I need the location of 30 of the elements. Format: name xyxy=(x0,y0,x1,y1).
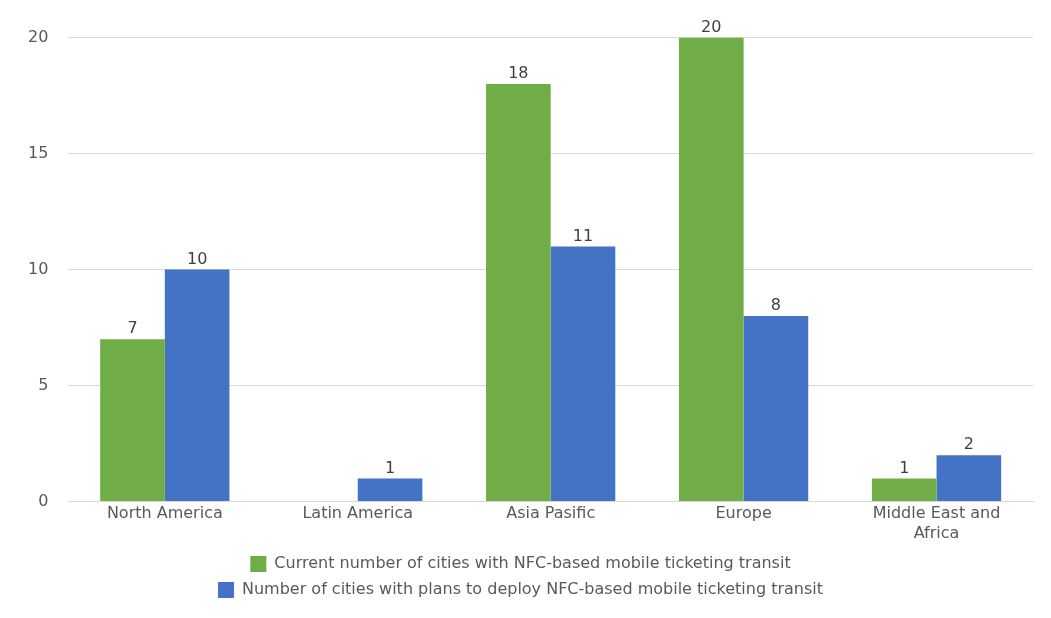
x-tick-label: Asia Pasific xyxy=(506,503,596,523)
data-label: 8 xyxy=(770,295,782,315)
bar xyxy=(550,246,616,502)
x-tick-label: Latin America xyxy=(302,503,414,523)
bar xyxy=(871,478,937,502)
bar xyxy=(100,339,165,502)
data-label: 10 xyxy=(186,248,208,268)
bar xyxy=(678,37,744,502)
bar xyxy=(164,269,230,502)
x-tick-label: Middle East and Africa xyxy=(872,503,1001,542)
legend-label: Number of cities with plans to deploy NFC-based mobile ticketing transit xyxy=(241,579,824,599)
y-tick-label: 20 xyxy=(28,26,49,46)
bar xyxy=(743,316,809,502)
data-label: 18 xyxy=(508,63,529,83)
data-label: 2 xyxy=(963,434,974,454)
x-tick-label: Europe xyxy=(715,503,772,523)
y-tick-label: 0 xyxy=(38,490,49,510)
bar xyxy=(486,84,551,502)
data-label: 20 xyxy=(701,16,722,36)
bar xyxy=(936,455,1002,502)
y-tick-label: 5 xyxy=(38,374,49,394)
y-tick-label: 10 xyxy=(28,258,49,278)
x-tick-label: North America xyxy=(106,503,223,523)
data-label: 11 xyxy=(572,225,594,245)
bar xyxy=(357,478,423,502)
data-label: 7 xyxy=(127,318,138,338)
data-label: 1 xyxy=(899,457,910,477)
y-tick-label: 15 xyxy=(28,142,49,162)
legend-label: Current number of cities with NFC-based mobile ticketing transit xyxy=(274,553,791,573)
data-label: 1 xyxy=(384,457,396,477)
